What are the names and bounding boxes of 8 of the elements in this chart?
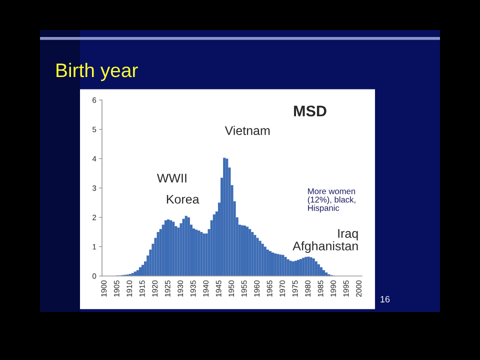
chart-subtitle: MSD bbox=[294, 106, 326, 116]
chart-title: Birth year bbox=[56, 62, 138, 82]
annotation: Vietnam bbox=[224, 126, 270, 136]
annotation: Korea bbox=[166, 194, 200, 204]
annotation: Iraq Afghanistan bbox=[292, 229, 358, 253]
annotation: WWII bbox=[156, 174, 186, 182]
text: 16 bbox=[380, 296, 390, 302]
annotation: More women (12%), black, Hispanic bbox=[308, 188, 356, 213]
